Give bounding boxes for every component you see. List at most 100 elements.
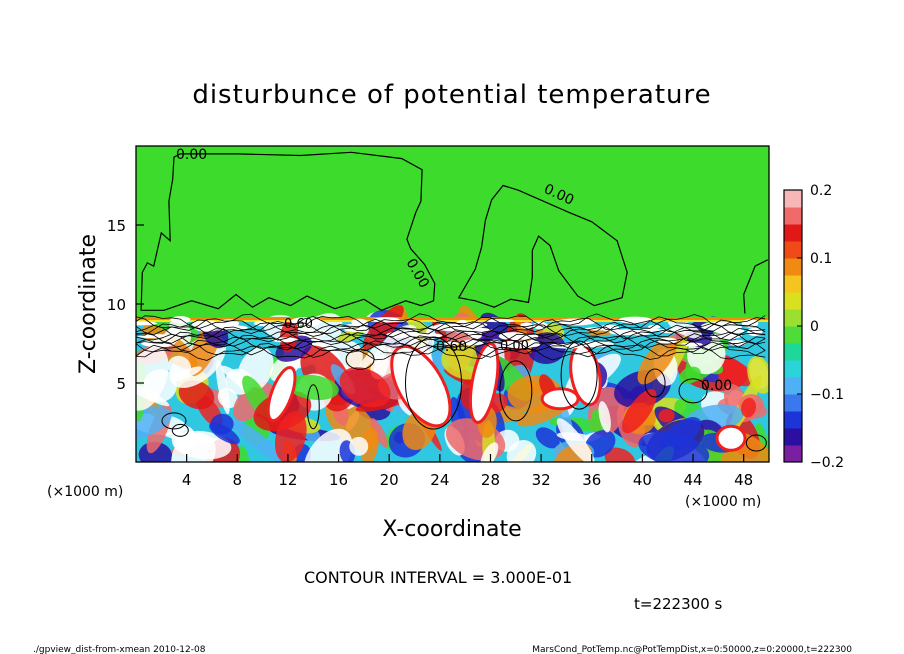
turbulence-blob — [604, 447, 636, 462]
colorbar-tick-label: −0.2 — [810, 455, 844, 471]
warm-cell — [540, 387, 580, 411]
colorbar-tick-label: 0.2 — [810, 183, 832, 199]
turbulence-blob — [362, 305, 404, 350]
colorbar — [783, 189, 803, 463]
colorbar-band — [784, 207, 802, 225]
colorbar-band — [784, 224, 802, 242]
colorbar-band — [784, 292, 802, 310]
contour-loop — [678, 378, 708, 404]
inversion-streak — [137, 334, 176, 339]
y-tick-label: 15 — [107, 217, 126, 235]
inversion-streak — [577, 341, 615, 348]
contour-inversion — [136, 318, 766, 336]
turbulence-blob — [747, 356, 769, 394]
y-axis-ticks: 5 10 15 — [107, 217, 144, 393]
turbulence-blob — [178, 380, 215, 410]
turbulence-blob — [231, 419, 288, 462]
y-axis-unit: (×1000 m) — [47, 484, 123, 500]
colorbar-band — [784, 241, 802, 259]
contour-zero-dome — [457, 184, 628, 308]
footer-left: ./gpview_dist-from-xmean 2010-12-08 — [33, 645, 206, 654]
x-axis-label: X-coordinate — [382, 517, 521, 542]
x-tick-label: 28 — [481, 471, 500, 489]
contour-label: 0.00 — [500, 339, 529, 354]
contour-zero-left — [140, 151, 436, 311]
turbulence-blob — [370, 417, 388, 448]
contour-loop — [345, 348, 375, 370]
x-tick-label: 32 — [532, 471, 551, 489]
contour-inversion — [136, 321, 766, 339]
inversion-streak — [486, 319, 515, 323]
x-tick-label: 8 — [233, 471, 243, 489]
turbulence-blob — [480, 442, 499, 462]
colorbar-band — [784, 360, 802, 378]
x-axis-unit: (×1000 m) — [685, 494, 761, 510]
turbulence-blob — [217, 387, 238, 409]
x-tick-label: 16 — [329, 471, 348, 489]
contour-label: 0.00 — [176, 147, 207, 163]
turbulence-blob — [622, 389, 657, 434]
turbulence-blob — [287, 374, 339, 401]
inversion-streak — [680, 342, 703, 347]
inversion-line — [136, 317, 769, 321]
turbulence-blob — [360, 427, 379, 462]
heatmap-plot-area — [136, 146, 769, 462]
inversion-streak — [170, 316, 191, 324]
contour-label: 0.00 — [701, 378, 732, 394]
contour-loop — [745, 434, 767, 452]
turbulence-blob — [274, 411, 307, 462]
warm-cell — [468, 342, 500, 424]
contour-loop — [171, 423, 189, 437]
contour-loop — [499, 360, 533, 422]
colorbar-band — [784, 258, 802, 276]
turbulence-blob — [339, 367, 391, 408]
inversion-streak — [714, 321, 737, 330]
turbulence-blob — [667, 318, 702, 339]
contour-interval-text: CONTOUR INTERVAL = 3.000E-01 — [304, 568, 572, 587]
turbulence-blob — [209, 422, 240, 445]
contour-zero-right — [743, 259, 768, 314]
contour-loop — [644, 368, 666, 398]
turbulence-blob — [598, 401, 611, 433]
contour-label: 0.60 — [436, 339, 467, 355]
colorbar-band — [784, 343, 802, 361]
colorbar-ticks: 0.2 0.1 0 −0.1 −0.2 — [797, 183, 844, 471]
inversion-streak — [527, 339, 540, 346]
turbulence-blob — [303, 428, 353, 462]
inversion-streak — [634, 328, 667, 333]
inversion-streak — [618, 316, 652, 324]
x-tick-label: 48 — [734, 471, 753, 489]
contour-loop — [306, 384, 320, 430]
x-axis-ticks: 4 8 12 16 20 24 28 32 36 40 44 48 — [182, 454, 753, 489]
footer-right: MarsCond_PotTemp.nc@PotTempDist,x=0:5000… — [532, 645, 852, 654]
warm-cell — [266, 366, 297, 423]
turbulence-blob — [170, 366, 202, 382]
colorbar-band — [784, 275, 802, 293]
inversion-line — [136, 320, 769, 323]
x-tick-label: 20 — [380, 471, 399, 489]
contour-inversion — [136, 330, 766, 347]
turbulence-blob — [349, 436, 369, 456]
inversion-streak — [556, 318, 596, 326]
turbulence-blob — [171, 425, 196, 453]
turbulence-blob — [741, 397, 756, 418]
contour-lines — [136, 151, 768, 452]
y-tick-label: 10 — [107, 296, 126, 314]
turbulence-blob — [535, 427, 560, 449]
y-tick-label: 5 — [116, 375, 126, 393]
turbulence-blob — [678, 366, 701, 385]
inversion-streak — [727, 340, 747, 346]
contour-inversion — [136, 327, 766, 344]
contour-loop — [560, 340, 598, 410]
turbulence-blob — [658, 409, 675, 423]
contour-inversion — [136, 344, 766, 361]
turbulence-blob — [614, 369, 671, 408]
turbulence-blob — [136, 406, 172, 441]
warm-cell — [390, 344, 452, 428]
colorbar-band — [784, 394, 802, 412]
colorbar-tick-label: −0.1 — [810, 387, 844, 403]
turbulence-blob — [556, 418, 595, 462]
contour-loop — [405, 336, 463, 430]
y-axis-label: Z-coordinate — [76, 234, 101, 374]
